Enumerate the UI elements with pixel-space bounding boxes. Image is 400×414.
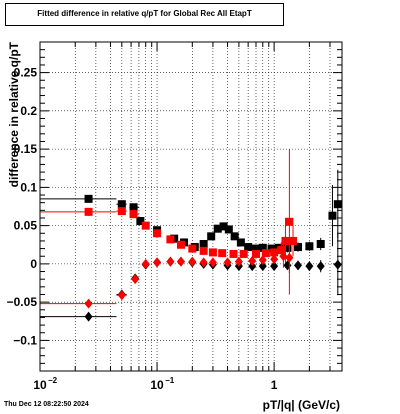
y-tick-label: −0.1 [13,333,37,347]
data-point [294,243,303,252]
data-point [176,256,185,267]
data-point [117,290,126,301]
data-point [230,232,239,241]
x-tick-label: 10 [33,378,47,392]
data-point [188,244,197,253]
data-point [289,236,298,245]
x-tick-label-exponent: −2 [48,376,58,385]
data-point [219,222,228,231]
data-point [136,217,145,226]
data-point [188,256,197,267]
data-point [270,248,279,257]
data-point [84,311,93,322]
data-point [305,242,314,251]
data-point [258,255,267,266]
series-3 [40,242,294,309]
y-tick-label: 0.05 [14,219,38,233]
plot-frame [39,41,343,372]
data-point [199,239,208,248]
data-point [224,225,233,234]
plot-area [40,42,342,371]
x-tick-label: 10 [150,378,164,392]
data-point [129,203,138,212]
y-tick-label: 0 [30,257,37,271]
chart-title: Fitted difference in relative q/pT for G… [37,9,252,18]
data-point [84,298,93,309]
x-tick-label-exponent: −1 [165,376,175,385]
x-tick-label: 1 [271,378,278,392]
data-point [283,243,292,252]
data-point [305,261,314,272]
data-point [218,249,227,258]
data-point [316,261,325,272]
y-tick-label: 0.15 [14,142,38,156]
data-point [166,256,175,267]
data-point [117,200,126,209]
data-point [129,210,138,219]
data-point [277,246,286,255]
y-tick-label: 0.2 [20,104,37,118]
data-point [270,254,279,265]
data-point [270,261,279,272]
timestamp: Thu Dec 12 08:22:50 2024 [4,401,89,408]
data-marks [40,149,342,322]
series-1 [40,149,298,295]
data-point [117,207,126,216]
data-point [166,235,175,244]
y-tick-label: −0.05 [7,295,38,309]
y-tick-label: 0.1 [20,180,37,194]
data-point [285,252,294,263]
grid-lines [39,42,342,371]
data-point [213,224,222,233]
data-point [333,200,342,209]
data-point [223,257,232,268]
data-point [261,249,270,258]
data-point [229,249,238,258]
data-point [141,221,150,230]
data-point [316,239,325,248]
data-point [248,255,257,266]
data-point [176,240,185,249]
data-point [258,261,267,272]
data-point [84,194,93,203]
data-point [131,274,140,285]
data-point [244,243,253,252]
data-point [153,229,162,238]
data-point [258,243,267,252]
data-point [208,248,217,257]
y-tick-label: 0.25 [14,66,38,80]
data-point [239,249,248,258]
data-point [248,261,257,272]
data-point [207,232,216,241]
data-point [294,260,303,271]
data-point [236,238,245,247]
data-point [153,257,162,268]
data-point [199,246,208,255]
data-point [141,258,150,269]
data-point [199,257,208,268]
chart-title-box: Fitted difference in relative q/pT for G… [5,3,284,26]
data-point [333,259,342,270]
data-point [84,207,93,216]
y-axis-label: difference in relative q/pT [7,41,21,187]
data-point [285,217,294,226]
data-point [279,251,288,262]
data-point [234,256,243,267]
data-point [281,236,290,245]
data-point [251,249,260,258]
x-axis-label: pT/|q| (GeV/c) [263,398,340,412]
data-point [328,211,337,220]
data-point [251,244,260,253]
data-point [208,257,217,268]
